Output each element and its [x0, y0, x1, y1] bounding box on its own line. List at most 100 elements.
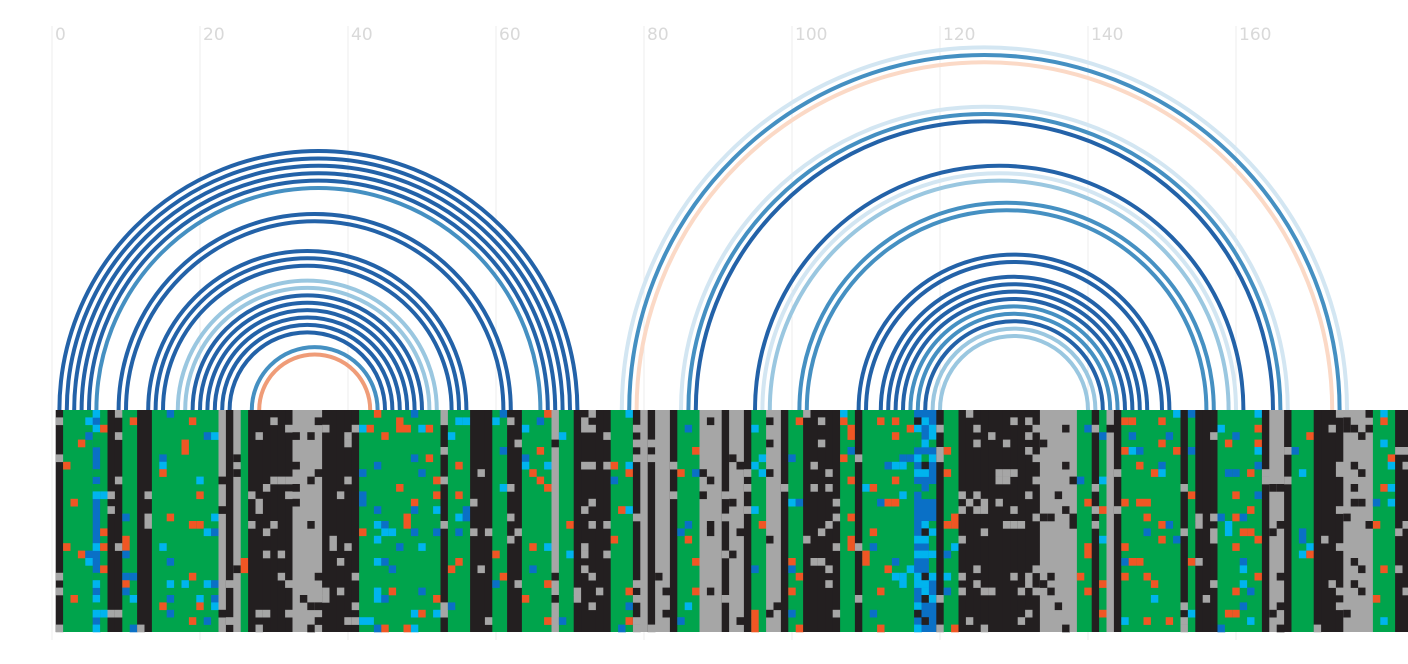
residue-column	[1335, 410, 1344, 632]
residue-cell	[144, 513, 153, 522]
residue-cell	[625, 506, 634, 514]
residue-cell	[122, 572, 131, 581]
residue-cell	[211, 595, 219, 603]
residue-cell	[351, 572, 360, 581]
residue-cell	[1380, 417, 1389, 426]
residue-cell	[1165, 617, 1174, 625]
residue-cell	[122, 535, 131, 544]
residue-cell	[692, 447, 700, 455]
residue-cell	[1254, 491, 1263, 500]
residue-cell	[1143, 528, 1152, 537]
residue-cell	[277, 476, 286, 485]
residue-column	[425, 410, 434, 632]
residue-cell	[129, 595, 138, 603]
residue-cell	[262, 609, 271, 618]
residue-cell	[1121, 498, 1130, 507]
residue-cell	[359, 424, 367, 433]
residue-cell	[211, 432, 219, 440]
residue-cell	[1380, 439, 1389, 448]
residue-cell	[92, 609, 101, 618]
residue-cell	[351, 617, 360, 625]
residue-cell	[307, 624, 316, 633]
residue-cell	[77, 550, 86, 559]
residue-cell	[1195, 558, 1204, 566]
residue-cell	[1180, 602, 1189, 611]
residue-cell	[277, 550, 286, 559]
residue-cell	[610, 461, 619, 470]
residue-cell	[581, 506, 589, 514]
residue-cell	[122, 550, 131, 559]
residue-cell	[462, 506, 471, 514]
residue-cell	[921, 521, 930, 529]
residue-cell	[1084, 543, 1093, 551]
residue-cell	[1395, 528, 1403, 537]
residue-cell	[499, 484, 508, 492]
residue-cell	[211, 513, 219, 522]
residue-cell	[292, 484, 301, 492]
residue-cell	[233, 469, 242, 477]
residue-cell	[558, 432, 567, 440]
residue-cell	[921, 580, 930, 588]
residue-cell	[1321, 535, 1329, 544]
residue-cell	[1217, 424, 1226, 433]
residue-cell	[729, 454, 737, 463]
residue-cell	[1380, 617, 1389, 625]
residue-column	[366, 410, 375, 632]
residue-cell	[758, 454, 767, 463]
residue-cell	[951, 624, 959, 633]
residue-cell	[144, 521, 153, 529]
residue-cell	[373, 558, 382, 566]
residue-cell	[410, 506, 419, 514]
residue-cell	[581, 417, 589, 426]
residue-cell	[77, 439, 86, 448]
residue-cell	[181, 439, 190, 448]
residue-column	[573, 410, 582, 632]
residue-cell	[63, 543, 71, 551]
residue-cell	[344, 432, 353, 440]
residue-cell	[396, 417, 404, 426]
residue-cell	[921, 454, 930, 463]
tick-label-0: 0	[55, 25, 66, 45]
residue-cell	[721, 491, 730, 500]
residue-cell	[196, 595, 205, 603]
residue-cell	[1365, 521, 1374, 529]
residue-cell	[684, 602, 693, 611]
residue-column	[410, 410, 419, 632]
residue-cell	[1150, 469, 1159, 477]
residue-cell	[92, 424, 101, 433]
pair-arc-2-70	[64, 156, 572, 411]
residue-column	[795, 410, 804, 632]
residue-column	[558, 410, 567, 632]
residue-cell	[1387, 484, 1396, 492]
residue-cell	[462, 513, 471, 522]
residue-cell	[891, 432, 900, 440]
pair-arc-116-144	[908, 304, 1120, 411]
residue-cell	[1232, 513, 1241, 522]
tick-label-60: 60	[499, 25, 521, 45]
residue-cell	[396, 484, 404, 492]
residue-column	[1350, 410, 1359, 632]
residue-cell	[285, 424, 293, 433]
residue-cell	[625, 617, 634, 625]
residue-column	[640, 410, 649, 632]
residue-cell	[706, 587, 715, 596]
residue-cell	[166, 595, 175, 603]
residue-column	[1025, 410, 1033, 632]
residue-cell	[610, 476, 619, 485]
residue-cell	[92, 624, 101, 633]
pair-arc-5-67	[87, 178, 550, 411]
residue-cell	[669, 461, 678, 470]
residue-cell	[958, 587, 967, 596]
residue-cell	[921, 550, 930, 559]
residue-cell	[884, 461, 893, 470]
residue-cell	[588, 572, 597, 581]
residue-cell	[706, 528, 715, 537]
residue-column	[743, 410, 752, 632]
residue-cell	[1136, 461, 1144, 470]
residue-cell	[314, 602, 323, 611]
residue-cell	[914, 550, 922, 559]
residue-cell	[92, 543, 101, 551]
residue-cell	[751, 609, 760, 618]
pair-arc-17-52	[175, 278, 439, 411]
residue-cell	[240, 558, 249, 566]
